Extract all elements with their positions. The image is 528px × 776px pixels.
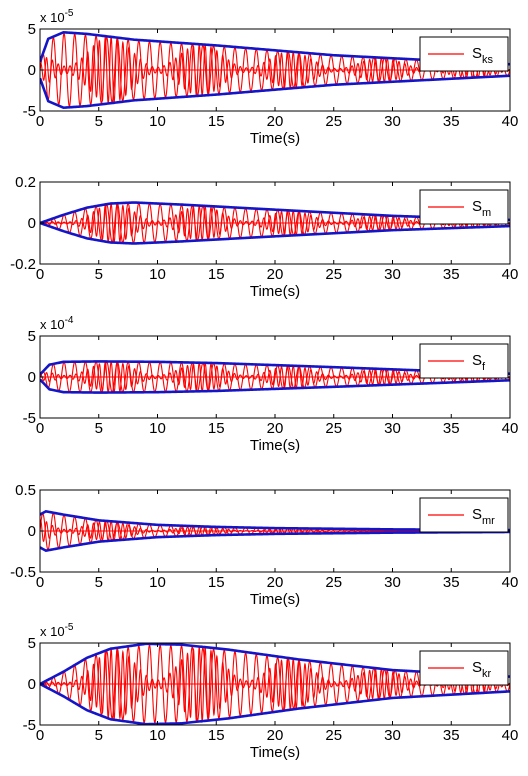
x-tick-label: 0 (36, 113, 44, 130)
x-tick-label: 25 (325, 113, 342, 130)
x-tick-label: 25 (325, 727, 342, 744)
x-tick-label: 35 (443, 266, 460, 283)
x-tick-label: 20 (267, 420, 284, 437)
legend: Sf (419, 343, 509, 379)
lower-envelope (40, 74, 510, 110)
y-tick-label: -5 (23, 410, 36, 427)
x-tick-label: 5 (95, 574, 103, 591)
y-tick-label: 0 (28, 215, 36, 232)
x-tick-label: 35 (443, 727, 460, 744)
legend: Skr (419, 650, 509, 686)
x-tick-label: 25 (325, 420, 342, 437)
y-tick-label: 0 (28, 523, 36, 540)
x-tick-label: 5 (95, 727, 103, 744)
x-tick-label: 30 (384, 113, 401, 130)
x-tick-label: 15 (208, 113, 225, 130)
x-tick-label: 5 (95, 420, 103, 437)
y-exponent-label: x 10-5 (40, 8, 74, 25)
x-tick-label: 10 (149, 574, 166, 591)
y-tick-label: 5 (28, 21, 36, 38)
y-tick-label: 0 (28, 676, 36, 693)
x-tick-label: 35 (443, 420, 460, 437)
y-tick-label: -0.5 (10, 564, 36, 581)
y-tick-label: -5 (23, 717, 36, 734)
x-tick-label: 15 (208, 727, 225, 744)
y-tick-label: 0.5 (15, 482, 36, 499)
lower-envelope (40, 682, 510, 725)
x-tick-label: 15 (208, 574, 225, 591)
y-tick-label: 0 (28, 62, 36, 79)
x-tick-label: 25 (325, 266, 342, 283)
lower-envelope (40, 378, 510, 394)
x-tick-label: 10 (149, 727, 166, 744)
x-axis-label: Time(s) (250, 591, 300, 608)
y-tick-label: -0.2 (10, 256, 36, 273)
y-exponent-label: x 10-4 (40, 315, 74, 332)
x-tick-label: 30 (384, 420, 401, 437)
legend: Sm (419, 189, 509, 225)
x-tick-label: 40 (502, 727, 519, 744)
legend: Sks (419, 36, 509, 72)
x-tick-label: 30 (384, 266, 401, 283)
x-tick-label: 40 (502, 420, 519, 437)
x-axis-label: Time(s) (250, 744, 300, 761)
legend-label: Sm (472, 198, 491, 219)
x-tick-label: 5 (95, 113, 103, 130)
legend-label: Skr (472, 659, 492, 680)
y-tick-label: 5 (28, 635, 36, 652)
x-axis-label: Time(s) (250, 437, 300, 454)
y-tick-label: -5 (23, 103, 36, 120)
x-tick-label: 10 (149, 266, 166, 283)
x-tick-label: 10 (149, 113, 166, 130)
x-tick-label: 0 (36, 727, 44, 744)
x-tick-label: 20 (267, 574, 284, 591)
x-tick-label: 30 (384, 727, 401, 744)
legend-label: Smr (472, 506, 495, 527)
legend-label: Sks (472, 45, 494, 66)
x-tick-label: 20 (267, 266, 284, 283)
x-tick-label: 35 (443, 113, 460, 130)
x-tick-label: 25 (325, 574, 342, 591)
y-tick-label: 0 (28, 369, 36, 386)
x-axis-label: Time(s) (250, 130, 300, 147)
x-tick-label: 5 (95, 266, 103, 283)
x-tick-label: 40 (502, 574, 519, 591)
legend: Smr (419, 497, 509, 533)
x-tick-label: 20 (267, 113, 284, 130)
x-axis-label: Time(s) (250, 283, 300, 300)
legend-label: Sf (472, 352, 486, 373)
lower-envelope (40, 221, 510, 245)
x-tick-label: 0 (36, 420, 44, 437)
x-tick-label: 15 (208, 420, 225, 437)
y-tick-label: 0.2 (15, 174, 36, 191)
y-tick-label: 5 (28, 328, 36, 345)
x-tick-label: 0 (36, 266, 44, 283)
x-tick-label: 15 (208, 266, 225, 283)
y-exponent-label: x 10-5 (40, 622, 74, 639)
x-tick-label: 10 (149, 420, 166, 437)
x-tick-label: 40 (502, 266, 519, 283)
x-tick-label: 40 (502, 113, 519, 130)
x-tick-label: 20 (267, 727, 284, 744)
x-tick-label: 0 (36, 574, 44, 591)
x-tick-label: 30 (384, 574, 401, 591)
x-tick-label: 35 (443, 574, 460, 591)
